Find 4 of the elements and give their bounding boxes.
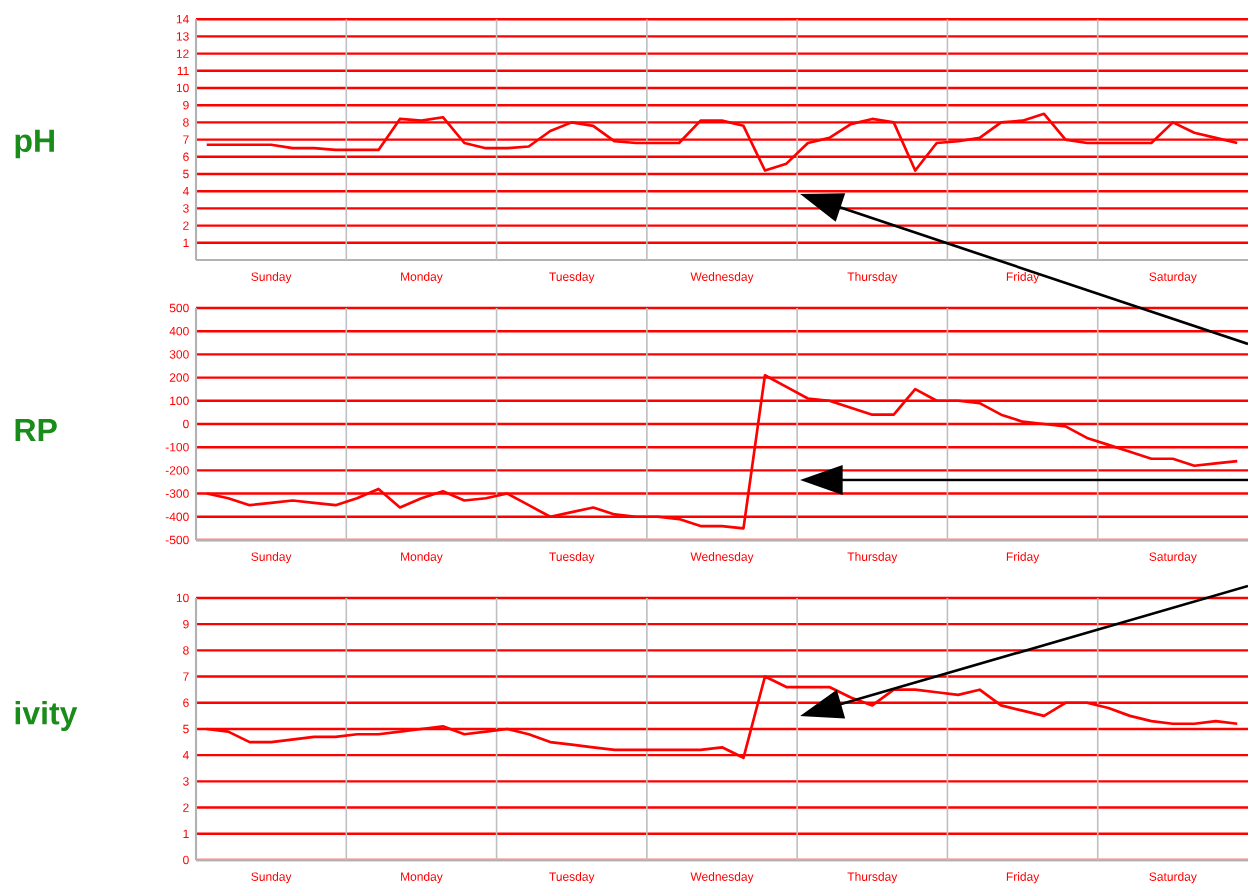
y-axis-title: ivity — [15, 701, 78, 731]
y-axis-title: RP — [15, 418, 57, 441]
y-axis-title: pH — [15, 129, 54, 159]
line-series — [205, 373, 1239, 530]
